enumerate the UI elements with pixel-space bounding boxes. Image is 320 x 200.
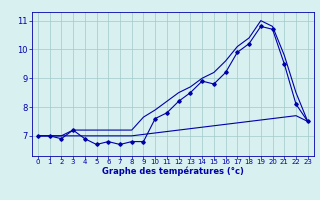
X-axis label: Graphe des températures (°c): Graphe des températures (°c) — [102, 167, 244, 176]
